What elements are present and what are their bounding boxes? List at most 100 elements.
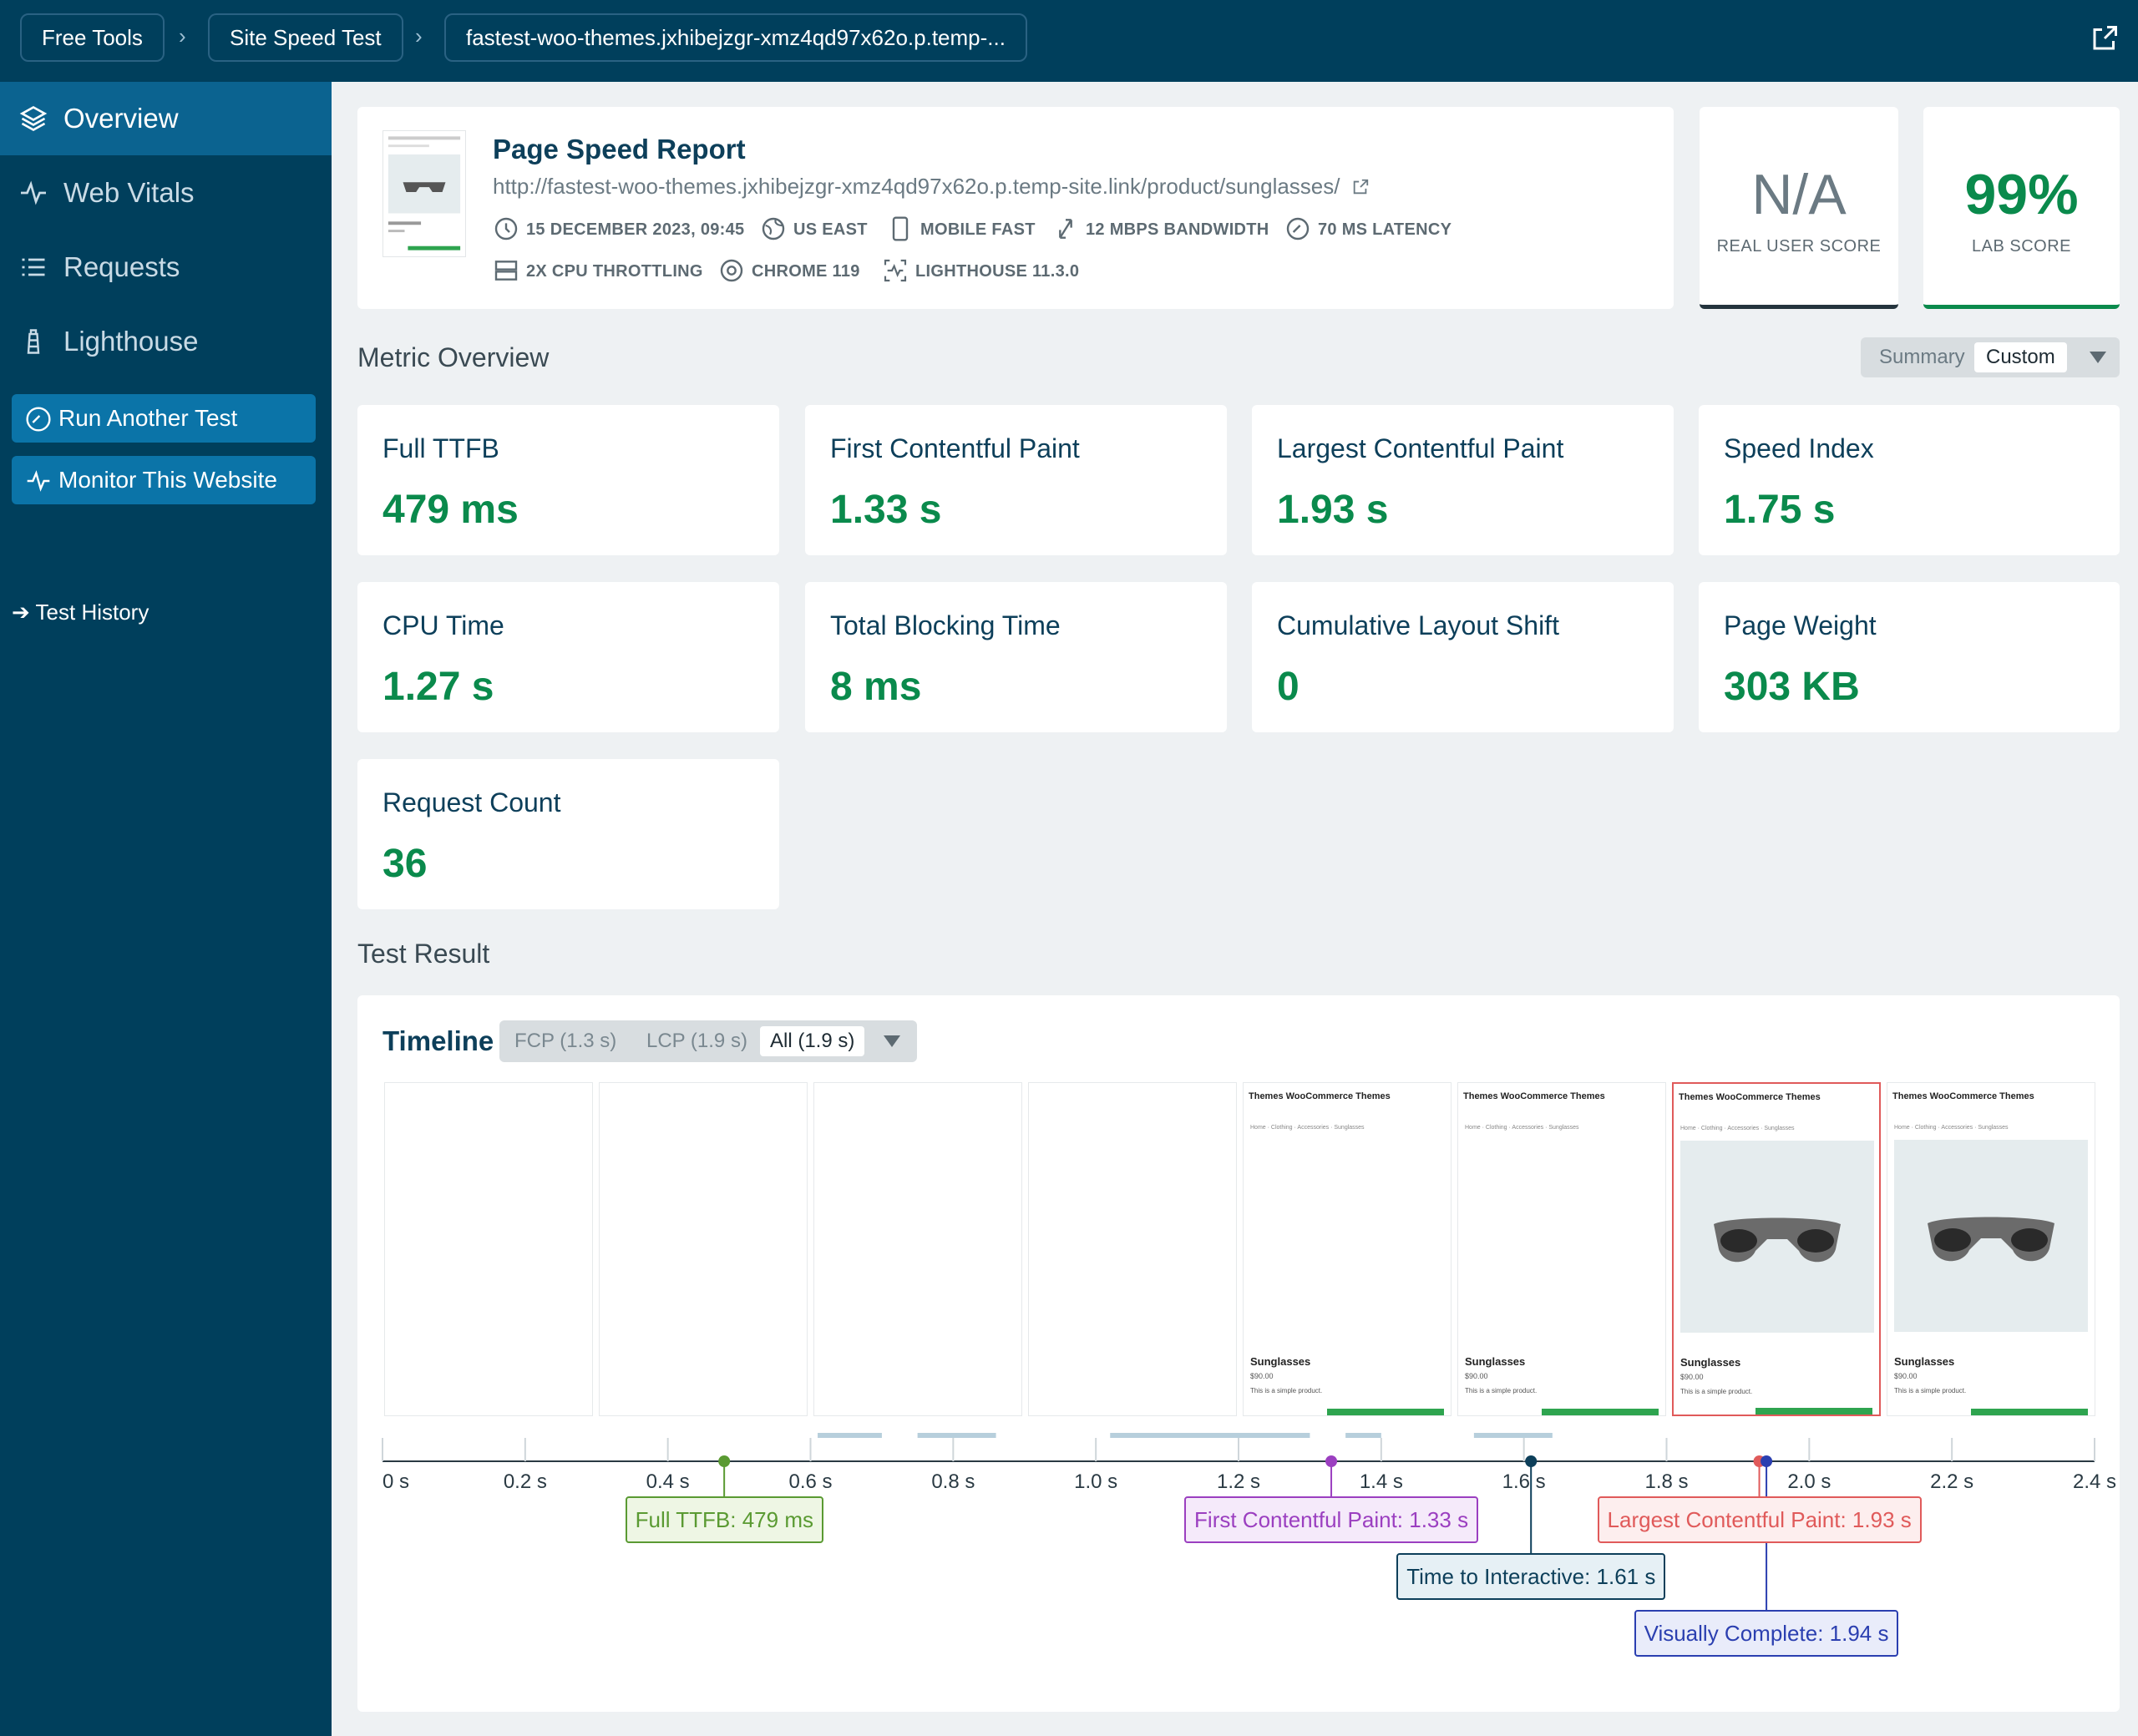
filmstrip-frame[interactable] xyxy=(599,1082,808,1416)
breadcrumb-free-tools[interactable]: Free Tools xyxy=(20,13,165,62)
run-another-test-label: Run Another Test xyxy=(58,405,238,431)
frame-product-desc: This is a simple product. xyxy=(1894,1387,1967,1394)
frame-product-price: $90.00 xyxy=(1894,1372,1918,1380)
timeline-option-all[interactable]: All (1.9 s) xyxy=(760,1026,865,1056)
page-thumbnail[interactable] xyxy=(383,130,466,257)
external-link-icon xyxy=(1353,179,1368,195)
frame-site-name: Themes WooCommerce Themes xyxy=(1892,1091,2034,1101)
metric-card-cpu-time[interactable]: CPU Time 1.27 s xyxy=(357,582,779,732)
external-link-icon[interactable] xyxy=(2090,23,2120,53)
chevron-down-icon[interactable] xyxy=(884,1035,900,1047)
product-image xyxy=(1680,1141,1874,1333)
report-header-card: Page Speed Report http://fastest-woo-the… xyxy=(357,107,1674,309)
breadcrumb-site-speed-test[interactable]: Site Speed Test xyxy=(208,13,403,62)
monitor-website-button[interactable]: Monitor This Website xyxy=(12,456,316,504)
breadcrumb-current-url[interactable]: fastest-woo-themes.jxhibejzgr-xmz4qd97x6… xyxy=(444,13,1027,62)
list-icon xyxy=(22,258,45,276)
frame-product-name: Sunglasses xyxy=(1250,1355,1311,1368)
sidebar: Overview Web Vitals Requests Lighthouse … xyxy=(0,82,332,1736)
test-lighthouse-version: LIGHTHOUSE 11.3.0 xyxy=(884,259,1079,282)
sidebar-item-overview[interactable]: Overview xyxy=(0,82,332,155)
run-another-test-button[interactable]: Run Another Test xyxy=(12,394,316,443)
gauge-icon xyxy=(26,407,51,432)
metric-card-request-count[interactable]: Request Count 36 xyxy=(357,759,779,909)
timeline-tick-label: 0 s xyxy=(383,1470,409,1493)
frame-add-to-cart-bar xyxy=(1542,1409,1659,1415)
metric-name: Total Blocking Time xyxy=(830,610,1061,640)
metric-value: 1.75 s xyxy=(1724,488,1836,532)
timeline-marker-dot[interactable] xyxy=(718,1455,731,1467)
filmstrip-frame[interactable]: Themes WooCommerce Themes Home · Clothin… xyxy=(1887,1082,2095,1416)
real-user-score-card[interactable]: N/A REAL USER SCORE xyxy=(1700,107,1898,309)
custom-option[interactable]: Custom xyxy=(1974,342,2067,372)
timeline-tick-label: 2.2 s xyxy=(1930,1470,1973,1493)
metric-value: 36 xyxy=(383,842,428,886)
timeline-marker-label[interactable]: Largest Contentful Paint: 1.93 s xyxy=(1597,1496,1922,1543)
test-result-title: Test Result xyxy=(357,939,490,969)
metric-card-lcp[interactable]: Largest Contentful Paint 1.93 s xyxy=(1252,405,1674,555)
metric-name: Full TTFB xyxy=(383,433,499,463)
real-user-score-label: REAL USER SCORE xyxy=(1716,237,1882,256)
timeline-tick-label: 2.0 s xyxy=(1787,1470,1831,1493)
report-url-link[interactable]: http://fastest-woo-themes.jxhibejzgr-xmz… xyxy=(493,174,1370,200)
timeline-marker-label[interactable]: First Contentful Paint: 1.33 s xyxy=(1184,1496,1479,1543)
frame-product-price: $90.00 xyxy=(1680,1373,1704,1381)
timeline-tick-label: 2.4 s xyxy=(2073,1470,2116,1493)
timeline-option-lcp[interactable]: LCP (1.9 s) xyxy=(646,1030,747,1052)
sidebar-item-requests[interactable]: Requests xyxy=(0,230,332,304)
timeline-marker-label[interactable]: Visually Complete: 1.94 s xyxy=(1634,1610,1899,1657)
timeline-range-toggle[interactable]: FCP (1.3 s) LCP (1.9 s) All (1.9 s) xyxy=(499,1020,917,1062)
timeline-marker-label[interactable]: Full TTFB: 479 ms xyxy=(625,1496,823,1543)
frame-product-price: $90.00 xyxy=(1465,1372,1488,1380)
filmstrip-frame[interactable] xyxy=(1028,1082,1237,1416)
timeline-option-fcp[interactable]: FCP (1.3 s) xyxy=(514,1030,617,1052)
sidebar-item-label: Overview xyxy=(63,103,179,134)
layers-icon xyxy=(19,105,48,132)
timeline-marker-dot[interactable] xyxy=(1761,1455,1773,1467)
sidebar-item-lighthouse[interactable]: Lighthouse xyxy=(0,305,332,378)
metric-name: CPU Time xyxy=(383,610,504,640)
filmstrip-frame[interactable] xyxy=(384,1082,593,1416)
chevron-down-icon[interactable] xyxy=(2090,352,2106,363)
metric-value: 479 ms xyxy=(383,488,519,532)
filmstrip-frame[interactable]: Themes WooCommerce Themes Home · Clothin… xyxy=(1457,1082,1666,1416)
metric-card-fcp[interactable]: First Contentful Paint 1.33 s xyxy=(805,405,1227,555)
frame-product-name: Sunglasses xyxy=(1680,1356,1741,1369)
metric-name: Cumulative Layout Shift xyxy=(1277,610,1559,640)
test-history-link[interactable]: ➔ Test History xyxy=(12,600,149,625)
metric-view-toggle[interactable]: Summary Custom xyxy=(1861,337,2120,377)
metric-card-page-weight[interactable]: Page Weight 303 KB xyxy=(1699,582,2120,732)
summary-option[interactable]: Summary xyxy=(1879,346,1965,368)
sidebar-item-web-vitals[interactable]: Web Vitals xyxy=(0,156,332,230)
filmstrip-frame[interactable] xyxy=(813,1082,1022,1416)
sidebar-item-label: Lighthouse xyxy=(63,326,199,357)
frame-product-desc: This is a simple product. xyxy=(1680,1388,1753,1395)
filmstrip-frame-lcp[interactable]: Themes WooCommerce Themes Home · Clothin… xyxy=(1672,1082,1881,1416)
request-activity-bar xyxy=(818,1433,882,1438)
breadcrumb-separator: › xyxy=(415,23,423,48)
pulse-icon xyxy=(21,180,46,205)
sunglasses-icon xyxy=(1714,1217,1841,1263)
metric-value: 0 xyxy=(1277,665,1300,709)
timeline-marker-dot[interactable] xyxy=(1325,1455,1338,1467)
timeline-marker-dot[interactable] xyxy=(1525,1455,1538,1467)
metric-card-speed-index[interactable]: Speed Index 1.75 s xyxy=(1699,405,2120,555)
metric-value: 303 KB xyxy=(1724,665,1860,709)
timeline-axis: 0 s 0.2 s 0.4 s 0.6 s 0.8 s 1.0 s 1.2 s 1.4 s 1.… xyxy=(382,1433,2116,1610)
timeline-marker-label[interactable]: Time to Interactive: 1.61 s xyxy=(1396,1553,1666,1600)
lighthouse-pulse-icon xyxy=(884,259,907,282)
lab-score-card[interactable]: 99% LAB SCORE xyxy=(1923,107,2120,309)
metric-card-cls[interactable]: Cumulative Layout Shift 0 xyxy=(1252,582,1674,732)
test-date: 15 DECEMBER 2023, 09:45 xyxy=(494,217,744,240)
request-activity-bar xyxy=(917,1433,996,1438)
frame-add-to-cart-bar xyxy=(1971,1409,2088,1415)
metric-card-full-ttfb[interactable]: Full TTFB 479 ms xyxy=(357,405,779,555)
clock-icon xyxy=(494,217,518,240)
filmstrip-frame[interactable]: Themes WooCommerce Themes Home · Clothin… xyxy=(1243,1082,1452,1416)
frame-add-to-cart-bar xyxy=(1755,1408,1872,1415)
metric-card-tbt[interactable]: Total Blocking Time 8 ms xyxy=(805,582,1227,732)
lighthouse-icon xyxy=(27,329,40,354)
metric-value: 1.33 s xyxy=(830,488,942,532)
test-bandwidth: 12 MBPS BANDWIDTH xyxy=(1059,219,1269,240)
timeline-tick-label: 0.2 s xyxy=(504,1470,547,1493)
